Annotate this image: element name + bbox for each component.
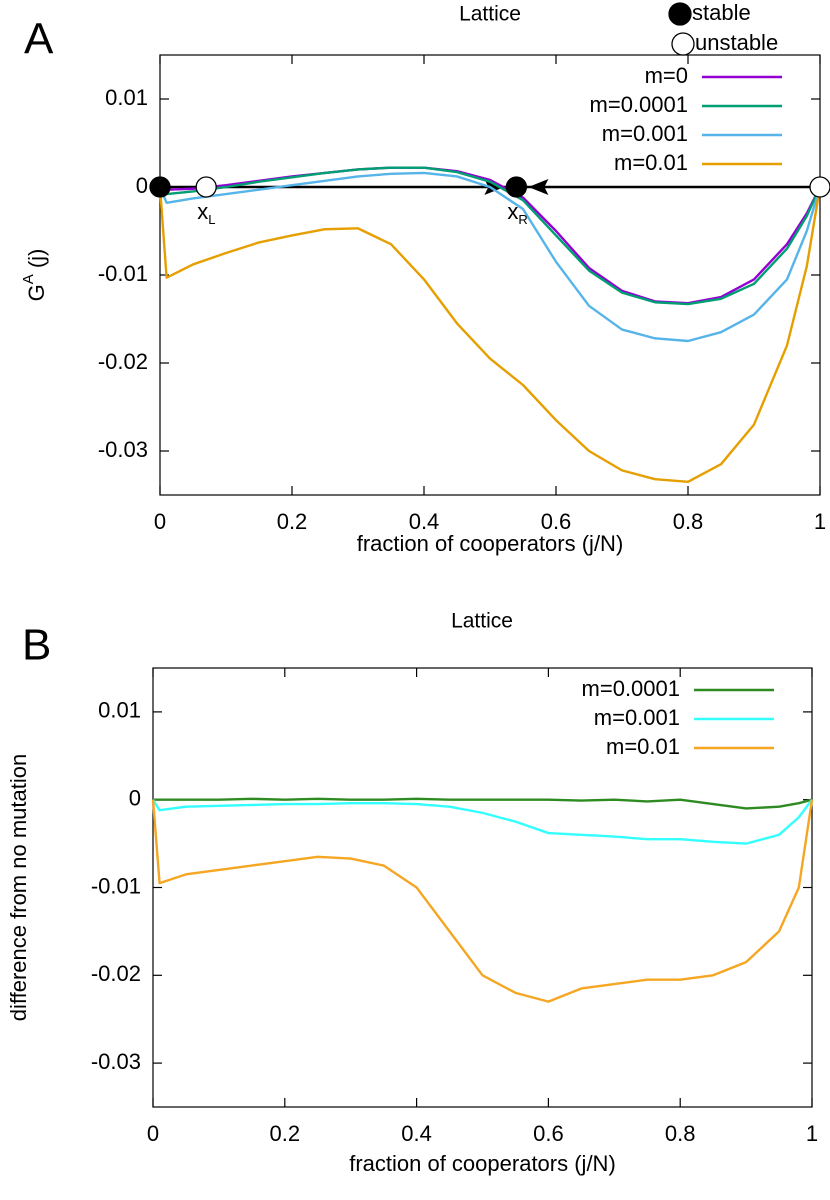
y-axis-label: GA (j): [20, 249, 48, 302]
legend-label: m=0.0001: [590, 92, 688, 117]
y-tick-label: 0: [136, 173, 148, 198]
point-label-base: x: [507, 199, 518, 224]
x-tick-label: 0.2: [270, 1121, 301, 1146]
x-tick-label: 0.6: [533, 1121, 564, 1146]
unstable-point: [809, 176, 830, 198]
x-tick-label: 0.8: [665, 1121, 696, 1146]
y-axis-label-part: G: [24, 284, 49, 301]
legend-label: m=0.01: [606, 734, 680, 759]
x-tick-label: 0.8: [673, 509, 704, 534]
chart-title: Lattice: [459, 3, 521, 26]
y-axis-label-part: difference from no mutation: [6, 754, 31, 1021]
y-tick-label: -0.01: [98, 261, 148, 286]
legend-label: m=0.01: [614, 150, 688, 175]
panel-label: A: [24, 15, 54, 64]
y-axis-label: difference from no mutation: [6, 754, 31, 1021]
x-tick-label: 0: [147, 1121, 159, 1146]
data-line: [151, 799, 814, 1003]
unstable-point: [195, 176, 217, 198]
x-tick-label: 0.6: [541, 509, 572, 534]
marker-legend-label: stable: [692, 0, 751, 25]
x-tick-label: 0.2: [277, 509, 308, 534]
x-tick-label: 0: [154, 509, 166, 534]
data-line: [151, 798, 813, 845]
marker-legend-symbol: [668, 2, 692, 26]
y-tick-label: -0.01: [91, 873, 141, 898]
legend-label: m=0: [645, 63, 688, 88]
x-axis-label: fraction of cooperators (j/N): [357, 531, 624, 556]
point-label-base: x: [197, 199, 208, 224]
y-axis-label-part: A: [20, 274, 37, 284]
y-tick-label: -0.02: [98, 349, 148, 374]
marker-legend-label: unstable: [695, 30, 778, 55]
legend-label: m=0.001: [602, 121, 688, 146]
marker-legend-symbol: [671, 32, 695, 56]
x-axis-label: fraction of cooperators (j/N): [349, 1151, 616, 1176]
x-tick-label: 0.4: [401, 1121, 432, 1146]
point-label-sub: L: [208, 212, 215, 227]
y-tick-label: -0.03: [98, 437, 148, 462]
data-line: [159, 166, 822, 306]
stable-point: [149, 176, 171, 198]
y-tick-label: -0.03: [91, 1049, 141, 1074]
x-tick-label: 0.4: [409, 509, 440, 534]
y-tick-label: 0: [129, 786, 141, 811]
plot-frame: [152, 667, 813, 1108]
panel-label: B: [22, 621, 51, 670]
y-tick-label: -0.02: [91, 961, 141, 986]
legend-label: m=0.0001: [582, 676, 680, 701]
x-tick-label: 1: [814, 509, 826, 534]
flow-arrow: [484, 179, 505, 195]
point-label-sub: R: [518, 212, 527, 227]
y-axis-label-part: (j): [24, 249, 49, 275]
x-tick-label: 1: [806, 1121, 818, 1146]
data-line: [158, 186, 822, 483]
data-line: [153, 797, 813, 810]
chart-title: Lattice: [451, 610, 513, 633]
plot-frame: [159, 54, 821, 496]
y-tick-label: 0.01: [105, 85, 148, 110]
data-line: [158, 171, 822, 343]
stable-point: [505, 176, 528, 198]
point-label: xR: [507, 199, 527, 227]
legend-label: m=0.001: [594, 705, 680, 730]
y-tick-label: 0.01: [98, 698, 141, 723]
flow-arrow: [528, 179, 549, 195]
point-label: xL: [197, 199, 215, 227]
